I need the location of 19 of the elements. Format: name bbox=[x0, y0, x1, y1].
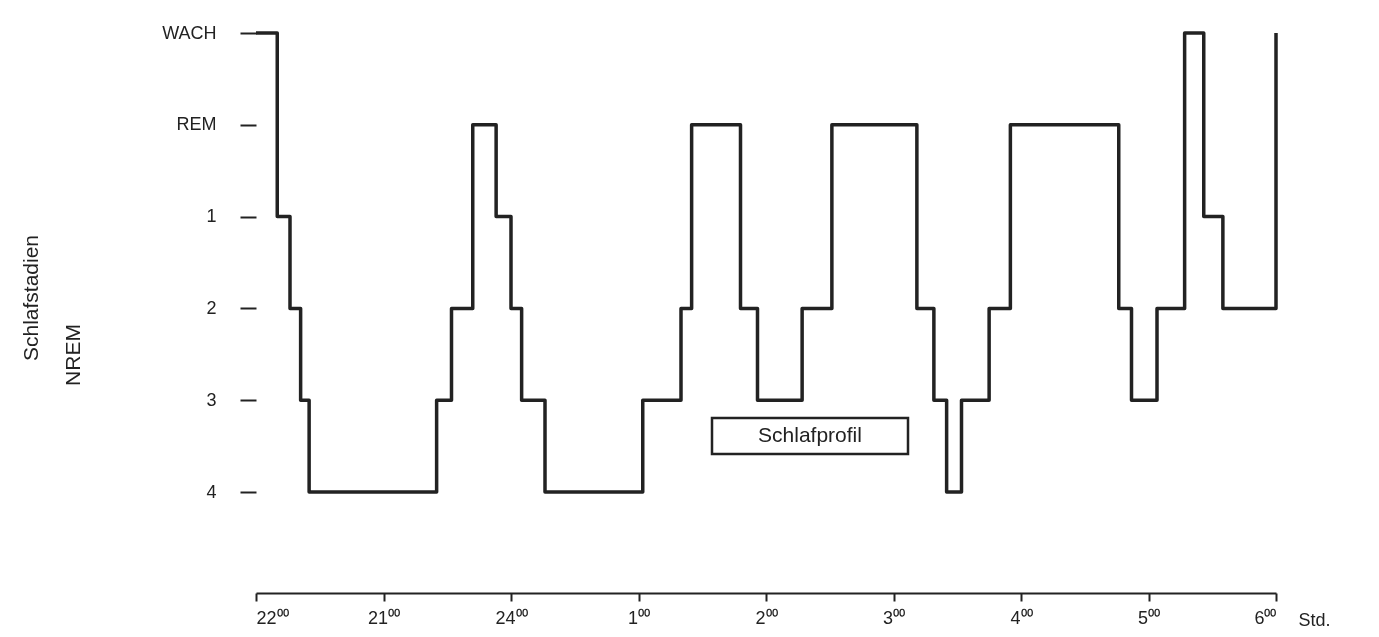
annotation: Schlafprofil bbox=[758, 423, 862, 446]
x-tick-label: 2⁰⁰ bbox=[755, 607, 778, 628]
text: NREM bbox=[61, 324, 84, 386]
y-tick-label: REM bbox=[176, 114, 217, 135]
y-tick-label: 2 bbox=[206, 297, 217, 318]
x-tick-label: 1⁰⁰ bbox=[627, 607, 651, 628]
x-tick-label: 6⁰⁰ bbox=[1254, 607, 1277, 628]
text: Schlafstadien bbox=[19, 234, 42, 362]
y-tick-label: 4 bbox=[206, 481, 217, 502]
x-tick-label: 4⁰⁰ bbox=[1010, 607, 1033, 628]
y-tick-label: 3 bbox=[206, 389, 217, 410]
x-tick-label: 24⁰⁰ bbox=[495, 607, 528, 628]
x-tick-label: 21⁰⁰ bbox=[367, 607, 401, 628]
x-tick-label: 22⁰⁰ bbox=[256, 607, 289, 628]
x-tick-label: 3⁰⁰ bbox=[882, 607, 906, 628]
y-tick-label: WACH bbox=[162, 22, 217, 43]
x-axis-title: Std. bbox=[1298, 609, 1331, 630]
x-tick-label: 5⁰⁰ bbox=[1137, 607, 1161, 628]
y-tick-label: 1 bbox=[206, 206, 217, 227]
